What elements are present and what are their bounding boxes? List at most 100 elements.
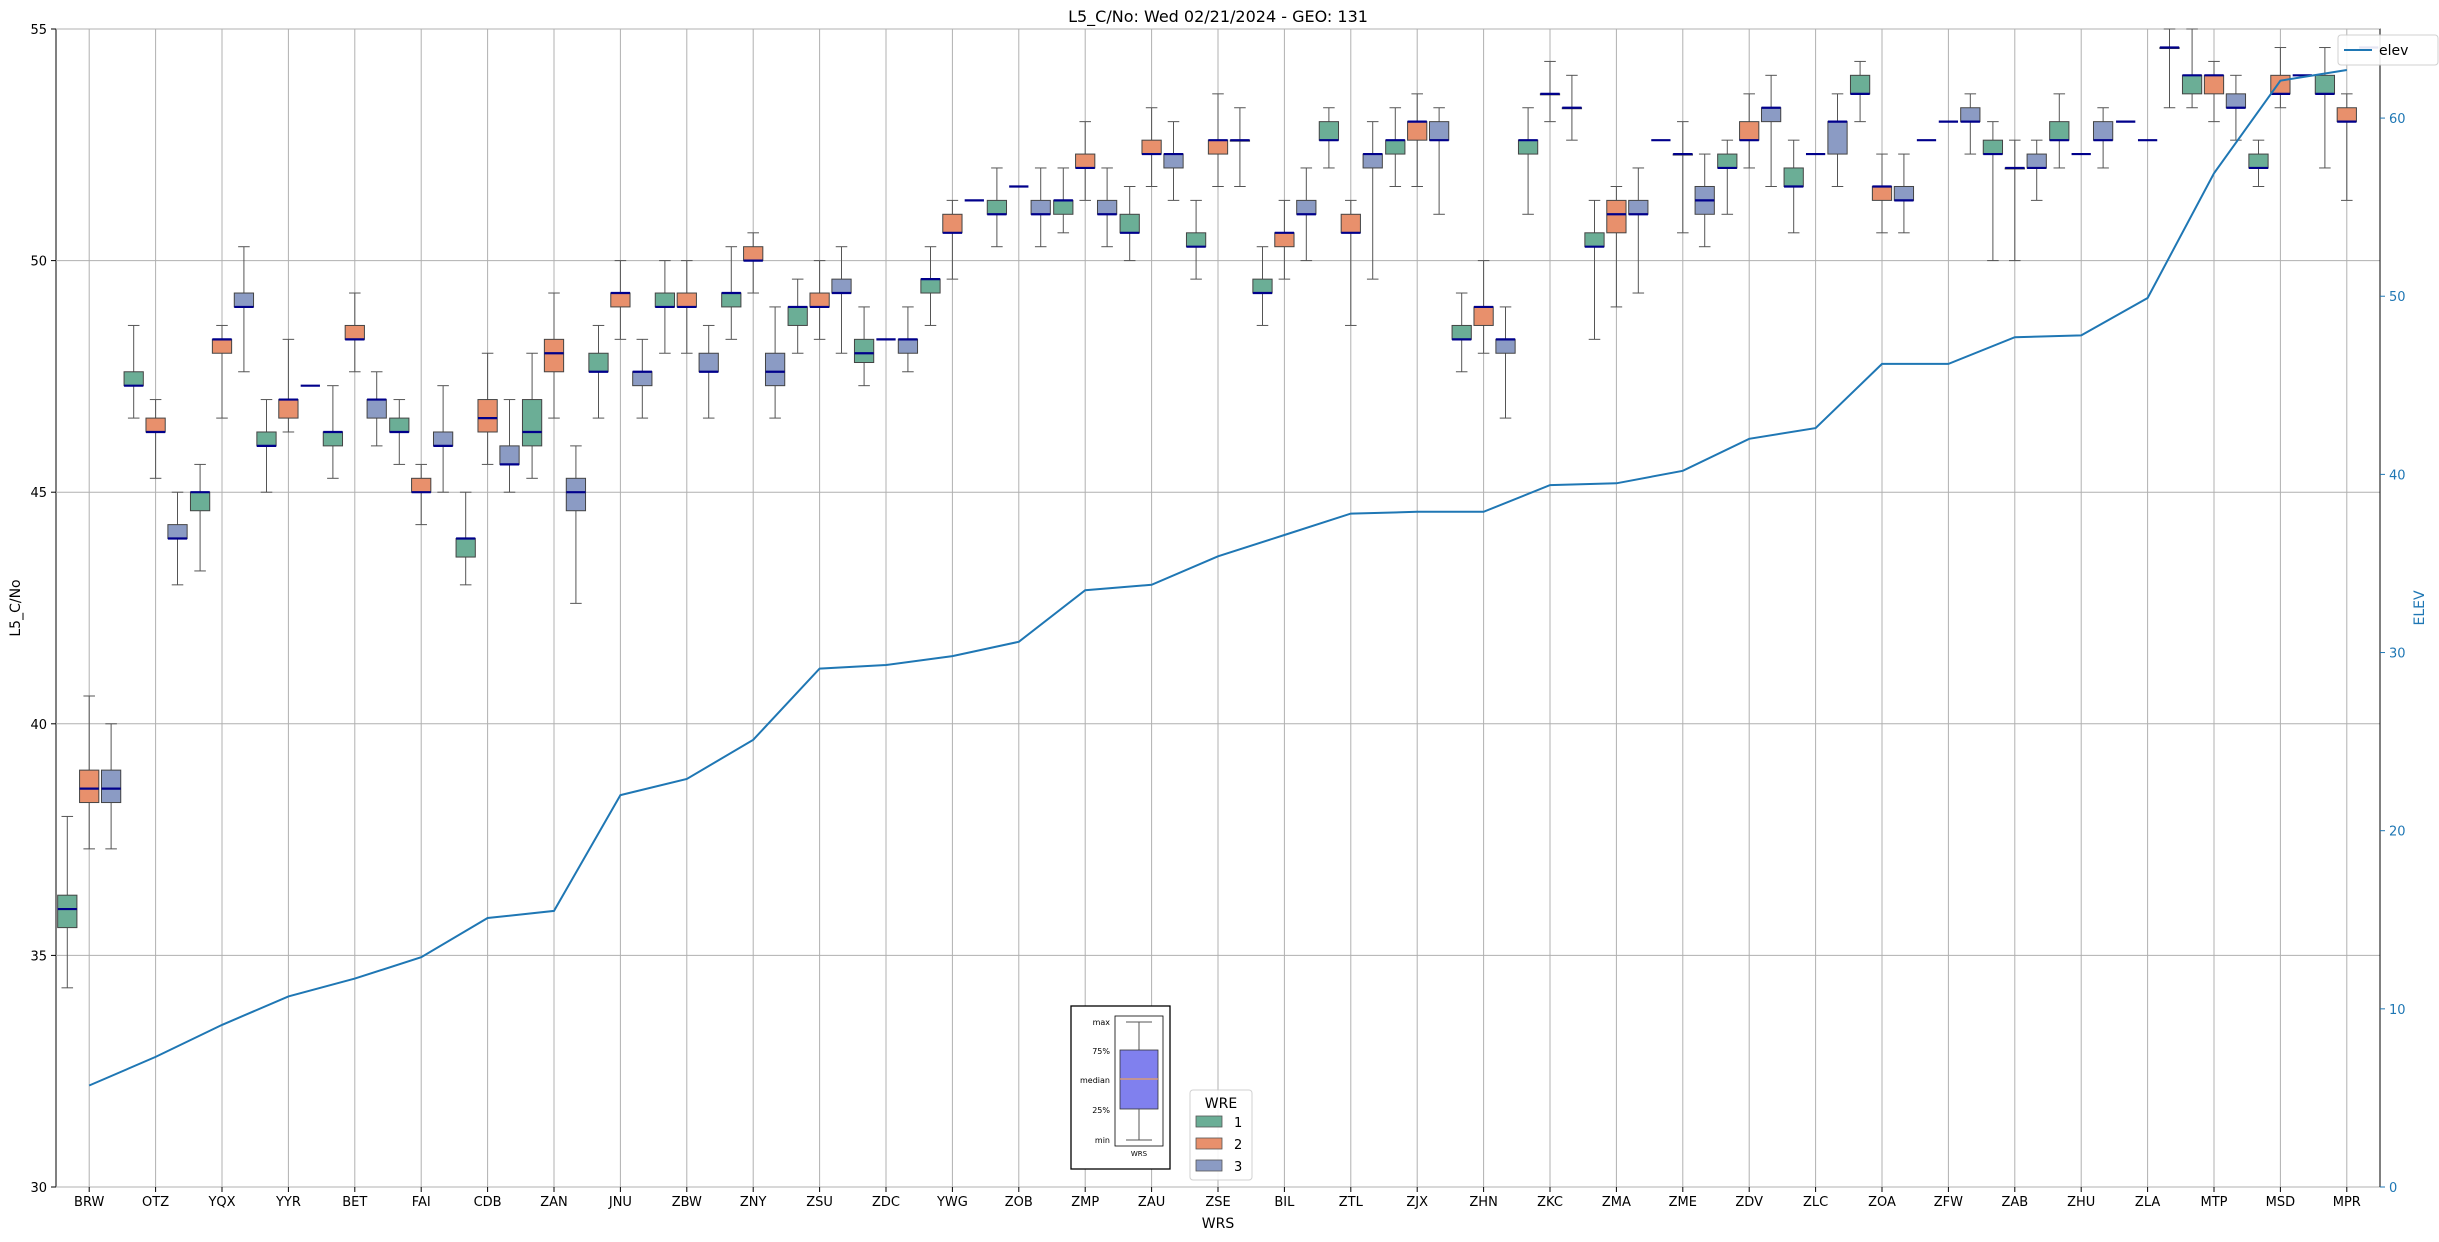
key-label-min: min bbox=[1095, 1136, 1110, 1145]
box-iqr bbox=[1893, 185, 1915, 201]
box-wre2-BIL bbox=[1274, 199, 1295, 280]
wre-legend-swatch-2 bbox=[1195, 1137, 1223, 1150]
box-wre2-BET bbox=[344, 292, 365, 373]
box-wre1-ZHN bbox=[1451, 292, 1472, 373]
box-wre1-YWG bbox=[920, 246, 941, 326]
wre-legend-label-1: 1 bbox=[1234, 1116, 1242, 1131]
box-iqr bbox=[57, 894, 78, 929]
box-wre3-ZME bbox=[1694, 153, 1715, 248]
box-wre2-BRW bbox=[79, 695, 100, 850]
box-iqr bbox=[698, 352, 719, 373]
box-wre2-ZTL bbox=[1340, 199, 1361, 326]
box-iqr bbox=[610, 292, 631, 308]
x-tick-label: YWG bbox=[936, 1195, 968, 1210]
box-iqr bbox=[1075, 153, 1096, 169]
box-wre3-ZLA bbox=[2159, 28, 2180, 109]
box-wre3-MTP bbox=[2225, 74, 2247, 141]
y2-tick-label: 30 bbox=[2389, 647, 2406, 662]
box-iqr bbox=[2026, 153, 2047, 169]
box-iqr bbox=[1628, 199, 1649, 215]
box-wre3-ZOB bbox=[1030, 167, 1051, 248]
box-iqr bbox=[477, 399, 498, 433]
box-iqr bbox=[1340, 213, 1361, 234]
box-wre1-ZBW bbox=[654, 260, 676, 354]
x-tick-label: ZBW bbox=[672, 1195, 702, 1210]
box-wre3-ZMP bbox=[1096, 167, 1118, 248]
x-tick-label: ZNY bbox=[740, 1195, 767, 1210]
box-wre1-YYR bbox=[256, 399, 277, 493]
box-wre3-ZBW bbox=[698, 324, 719, 419]
box-iqr bbox=[322, 431, 344, 447]
box-iqr bbox=[145, 417, 166, 433]
box-iqr bbox=[1584, 232, 1605, 248]
x-tick-label: CDB bbox=[474, 1195, 502, 1210]
box-iqr bbox=[2225, 93, 2247, 109]
box-wre3-CDB bbox=[499, 399, 520, 493]
x-tick-label: ZSU bbox=[806, 1195, 833, 1210]
box-iqr bbox=[455, 538, 476, 558]
box-wre1-JNU bbox=[588, 324, 609, 419]
box-iqr bbox=[1053, 199, 1074, 215]
box-iqr bbox=[1428, 121, 1450, 141]
wre-legend-title: WRE bbox=[1205, 1096, 1237, 1112]
box-wre2-ZNY bbox=[743, 232, 764, 294]
box-wre1-ZMA bbox=[1584, 199, 1605, 340]
y2-tick-label: 40 bbox=[2389, 468, 2406, 483]
box-wre3-ZAN bbox=[565, 445, 587, 604]
x-tick-label: FAI bbox=[412, 1195, 431, 1210]
box-iqr bbox=[920, 278, 941, 294]
box-wre3-ZAB bbox=[2026, 139, 2047, 201]
box-iqr bbox=[411, 477, 432, 493]
box-iqr bbox=[2203, 74, 2225, 95]
box-iqr bbox=[1185, 232, 1207, 248]
box-wre3-OTZ bbox=[167, 491, 188, 586]
x-tick-label: JNU bbox=[608, 1195, 632, 1210]
x-tick-label: ZLA bbox=[2135, 1195, 2160, 1210]
box-iqr bbox=[721, 292, 742, 308]
box-iqr bbox=[1318, 121, 1340, 141]
y-tick-label: 30 bbox=[30, 1181, 47, 1196]
x-tick-label: ZLC bbox=[1803, 1195, 1828, 1210]
elev-legend-label: elev bbox=[2379, 43, 2408, 59]
box-iqr bbox=[1606, 199, 1627, 234]
box-iqr bbox=[2314, 74, 2336, 95]
box-iqr bbox=[1296, 199, 1317, 215]
wre-legend-label-3: 3 bbox=[1234, 1160, 1242, 1175]
box-wre1-FAI bbox=[389, 399, 410, 465]
box-iqr bbox=[100, 769, 122, 804]
y-tick-label: 40 bbox=[30, 718, 47, 733]
box-wre3-ZHU bbox=[2092, 107, 2114, 169]
box-iqr bbox=[2049, 121, 2070, 141]
box-iqr bbox=[809, 292, 830, 308]
box-wre2-ZAB bbox=[2004, 139, 2025, 262]
x-tick-label: ZTL bbox=[1339, 1195, 1364, 1210]
box-iqr bbox=[278, 399, 299, 419]
y2-tick-label: 50 bbox=[2389, 290, 2406, 305]
box-iqr bbox=[543, 338, 565, 373]
box-wre3-BIL bbox=[1296, 167, 1317, 262]
box-iqr bbox=[1871, 185, 1893, 201]
x-tick-label: YQX bbox=[207, 1195, 235, 1210]
box-iqr bbox=[1274, 232, 1295, 248]
x-tick-label: BET bbox=[342, 1195, 367, 1210]
key-label-max: max bbox=[1093, 1018, 1111, 1027]
box-wre1-CDB bbox=[455, 491, 476, 586]
box-key-inset: max 75% median 25% min WRS bbox=[1070, 1005, 1171, 1170]
box-wre1-ZDV bbox=[1717, 139, 1738, 215]
box-iqr bbox=[831, 278, 852, 294]
box-wre3-ZAU bbox=[1163, 121, 1184, 201]
wre-legend-label-2: 2 bbox=[1234, 1138, 1242, 1153]
box-iqr bbox=[1960, 107, 1981, 123]
box-iqr bbox=[1252, 278, 1273, 294]
box-wre1-MTP bbox=[2181, 28, 2203, 109]
box-wre2-ZME bbox=[1672, 121, 1693, 234]
box-iqr bbox=[211, 338, 233, 354]
wre-legend-swatch-1 bbox=[1195, 1115, 1223, 1128]
x-tick-label: ZFW bbox=[1934, 1195, 1963, 1210]
box-iqr bbox=[167, 524, 188, 540]
x-tick-label: ZKC bbox=[1537, 1195, 1563, 1210]
box-wre3-ZNY bbox=[764, 306, 786, 419]
y-tick-label: 50 bbox=[30, 255, 47, 270]
